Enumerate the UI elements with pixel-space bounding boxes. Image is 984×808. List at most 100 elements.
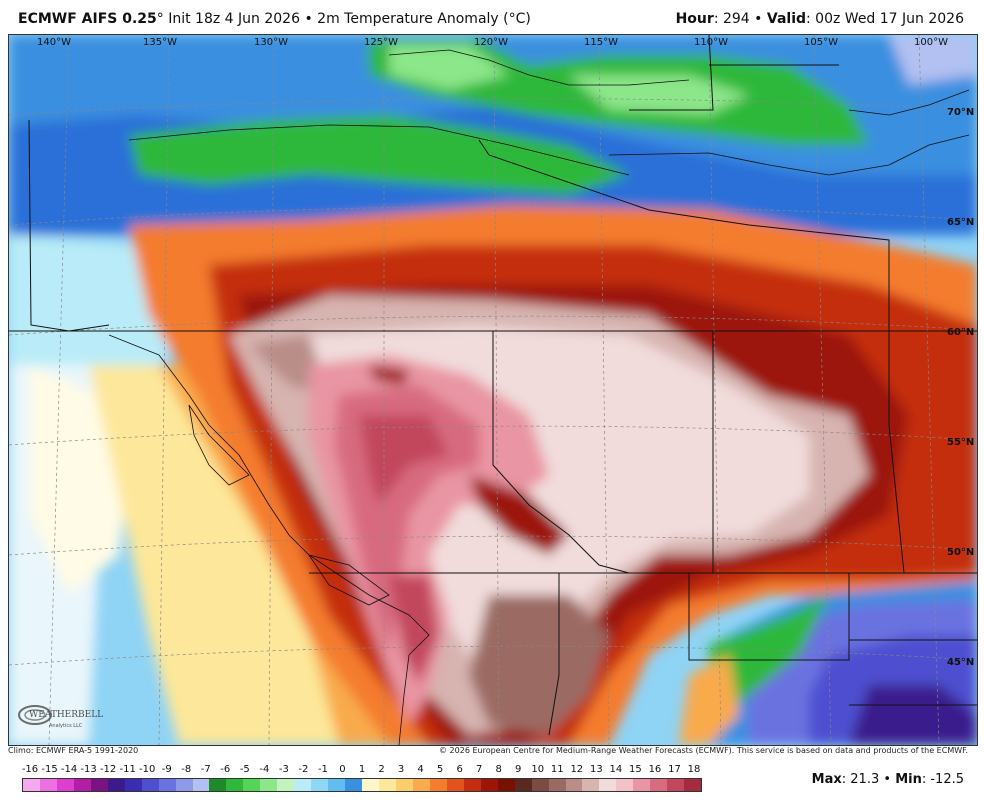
scale-tick-label: -7: [200, 764, 211, 775]
scale-swatch: [226, 779, 244, 791]
scale-swatch: [429, 779, 447, 791]
field-name: 2m Temperature Anomaly (°C): [317, 11, 531, 27]
scale-tick-label: -5: [239, 764, 250, 775]
lat-label: 70°N: [947, 107, 974, 118]
lat-label: 55°N: [947, 437, 974, 448]
scale-tick-label: -12: [99, 764, 117, 775]
scale-tick-label: 16: [648, 764, 662, 775]
hour-value: : 294: [713, 11, 750, 27]
coastlines: [108, 49, 970, 745]
scale-tick-label: 12: [570, 764, 584, 775]
scale-swatch: [362, 779, 380, 791]
maxmin-sep: •: [883, 772, 892, 787]
map-svg: 140°W 135°W 130°W 125°W 120°W 115°W 110°…: [9, 35, 977, 745]
scale-tick-label: -1: [317, 764, 328, 775]
scale-swatch: [141, 779, 159, 791]
scale-swatch: [582, 779, 600, 791]
scale-swatch: [463, 779, 481, 791]
latitude-labels: 70°N 65°N 60°N 55°N 50°N 45°N: [947, 107, 974, 668]
scale-swatch: [412, 779, 430, 791]
scale-tick-label: 4: [417, 764, 424, 775]
climo-note: Climo: ECMWF ERA-5 1991-2020: [8, 746, 139, 755]
scale-swatch: [548, 779, 566, 791]
scale-tick-label: -13: [80, 764, 97, 775]
scale-swatch: [395, 779, 413, 791]
scale-tick-label: -16: [21, 764, 39, 775]
scale-swatch: [23, 779, 40, 791]
scale-swatch: [39, 779, 57, 791]
scale-swatch: [73, 779, 91, 791]
boundaries: [9, 35, 977, 736]
scale-swatch: [158, 779, 176, 791]
scale-tick-label: 1: [358, 764, 366, 775]
weatherbell-logo: WEATHERBELL Analytics LLC: [18, 705, 103, 729]
scale-swatch: [565, 779, 583, 791]
title-bullet: •: [304, 11, 313, 27]
scale-swatch: [497, 779, 515, 791]
scale-swatch: [667, 779, 685, 791]
max-label: Max: [811, 772, 842, 787]
lat-label: 65°N: [947, 217, 974, 228]
scale-swatch: [209, 779, 227, 791]
init-time: Init 18z 4 Jun 2026: [168, 11, 300, 27]
max-value: : 21.3: [841, 772, 880, 787]
scale-tick-label: -14: [60, 764, 78, 775]
hour-label: Hour: [675, 11, 714, 27]
scale-tick-label: -8: [181, 764, 192, 775]
valid-info: Hour: 294 • Valid: 00z Wed 17 Jun 2026: [676, 11, 964, 27]
scale-swatch: [345, 779, 363, 791]
scale-swatch: [446, 779, 464, 791]
valid-label: Valid: [766, 11, 807, 27]
scale-tick-label: 14: [609, 764, 623, 775]
map-title: ECMWF AIFS 0.25° Init 18z 4 Jun 2026 • 2…: [18, 11, 531, 27]
header: ECMWF AIFS 0.25° Init 18z 4 Jun 2026 • 2…: [0, 0, 984, 34]
graticule: [9, 35, 977, 745]
copyright-note: © 2026 European Centre for Medium-Range …: [439, 746, 968, 755]
scale-swatch: [379, 779, 396, 791]
scale-swatch: [616, 779, 634, 791]
max-min: Max: 21.3 • Min: -12.5: [812, 772, 964, 787]
scale-swatch: [328, 779, 346, 791]
scale-swatch: [684, 779, 702, 791]
scale-tick-label: -9: [161, 764, 172, 775]
scale-tick-label: 13: [589, 764, 603, 775]
scale-swatch: [175, 779, 193, 791]
scale-tick-label: 18: [687, 764, 701, 775]
lat-label: 45°N: [947, 657, 974, 668]
scale-tick-label: -15: [41, 764, 58, 775]
scale-tick-label: 7: [475, 764, 483, 775]
scale-tick-label: 3: [397, 764, 405, 775]
scale-tick-label: 10: [531, 764, 545, 775]
scale-swatch: [277, 779, 295, 791]
scale-swatch: [633, 779, 651, 791]
lon-label: 120°W: [474, 37, 508, 48]
scale-tick-label: -4: [259, 764, 270, 775]
scale-swatch: [311, 779, 329, 791]
scale-tick-label: 17: [668, 764, 681, 775]
scale-tick-label: 0: [339, 764, 346, 775]
longitude-labels: 140°W 135°W 130°W 125°W 120°W 115°W 110°…: [37, 37, 948, 48]
color-scale: -16 -15 -14 -13 -12 -11 -10 -9 -8 -7 -6 -5 -4 -3 -2 -1 0…: [22, 764, 702, 794]
lon-label: 130°W: [254, 37, 288, 48]
lon-label: 115°W: [584, 37, 618, 48]
lat-label: 60°N: [947, 327, 974, 338]
min-value: : -12.5: [921, 772, 964, 787]
scale-tick-label: 11: [550, 764, 564, 775]
lon-label: 105°W: [804, 37, 838, 48]
min-label: Min: [895, 772, 922, 787]
scale-swatch: [514, 779, 532, 791]
scale-swatch: [107, 779, 125, 791]
scale-swatch: [294, 779, 312, 791]
scale-tick-label: 5: [436, 764, 444, 775]
scale-swatch: [124, 779, 142, 791]
scale-swatch: [243, 779, 261, 791]
lon-label: 135°W: [143, 37, 177, 48]
scale-tick-label: -2: [298, 764, 309, 775]
scale-tick-label: -11: [119, 764, 136, 775]
scale-tick-label: -3: [278, 764, 289, 775]
scale-swatch: [90, 779, 108, 791]
lat-label: 50°N: [947, 547, 974, 558]
scale-tick-label: -6: [220, 764, 231, 775]
scale-swatch: [480, 779, 498, 791]
logo-text: WEATHERBELL: [29, 710, 103, 720]
